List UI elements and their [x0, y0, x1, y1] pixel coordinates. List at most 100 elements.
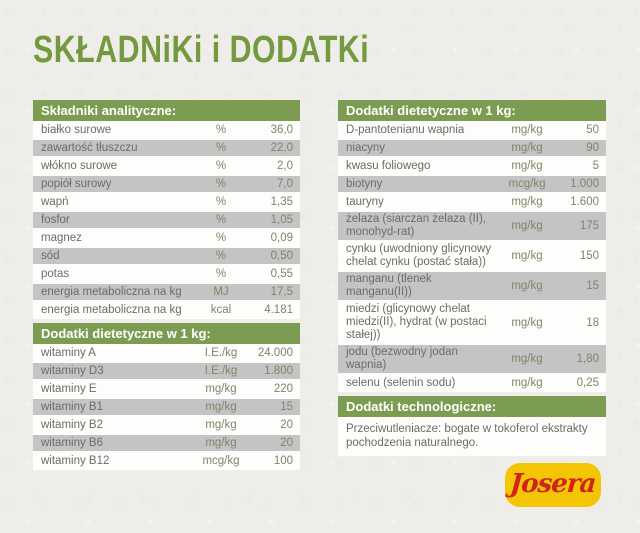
table-row: potas% 0,55: [33, 265, 300, 283]
row-value: 4.181: [264, 304, 293, 316]
row-unit: %: [215, 196, 227, 208]
row-label: sód: [41, 249, 60, 262]
row-unit: mg/kg: [511, 316, 543, 329]
row-unit: mcg/kg: [202, 455, 240, 467]
row-value: 175: [579, 220, 599, 232]
row-unit: mg/kg: [205, 437, 237, 449]
table-row: fosfor% 1,05: [33, 211, 300, 229]
row-value: 5: [592, 160, 599, 172]
row-label: witaminy B1: [41, 400, 103, 413]
analytical-ingredients-table: Składniki analityczne: białko surowe% 36,…: [33, 100, 300, 319]
row-label: energia metaboliczna na kg: [41, 285, 182, 298]
row-label: cynku (uwodniony glicynowy chelat cynku …: [346, 243, 492, 268]
row-value: 150: [579, 250, 599, 262]
row-unit: mg/kg: [511, 280, 543, 292]
row-label: selenu (selenin sodu): [346, 376, 456, 389]
row-unit: %: [215, 124, 227, 136]
row-label: kwasu foliowego: [346, 159, 431, 172]
table-row: energia metaboliczna na kg MJ 17,5: [33, 283, 300, 301]
dietary-additives-right-header: Dodatki dietetyczne w 1 kg:: [338, 100, 606, 121]
row-value: 18: [586, 316, 599, 329]
row-value: 1,35: [270, 196, 293, 208]
row-unit: mg/kg: [511, 124, 543, 136]
row-value: 36,0: [270, 124, 293, 136]
row-unit: mg/kg: [511, 220, 543, 232]
row-unit: MJ: [213, 286, 229, 298]
row-unit: mg/kg: [511, 377, 543, 389]
row-unit: I.E./kg: [204, 347, 238, 359]
right-column: Dodatki dietetyczne w 1 kg: D-pantotenia…: [338, 100, 606, 456]
dietary-additives-left-rows: witaminy A I.E./kg 24.000 witaminy D3 I.E./k…: [33, 344, 300, 470]
row-value: 2,0: [277, 160, 293, 172]
row-unit: %: [215, 160, 227, 172]
row-label: witaminy E: [41, 382, 97, 395]
row-value: 0,55: [270, 268, 293, 280]
table-row: zawartość tłuszczu% 22,0: [33, 139, 300, 157]
row-value: 17,5: [270, 286, 293, 298]
row-value: 22,0: [270, 142, 293, 154]
table-row: witaminy B2 mg/kg 20: [33, 416, 300, 434]
row-unit: %: [215, 142, 227, 154]
row-label: witaminy B2: [41, 418, 103, 431]
row-label: biotyny: [346, 177, 383, 190]
row-unit: I.E./kg: [204, 365, 238, 377]
technological-additives-section: Dodatki technologiczne: Przeciwutleniacz…: [338, 396, 606, 456]
row-unit: mg/kg: [511, 250, 543, 262]
dietary-additives-right-table: Dodatki dietetyczne w 1 kg: D-pantotenia…: [338, 100, 606, 392]
table-row: witaminy A I.E./kg 24.000: [33, 344, 300, 362]
table-row: jodu (bezwodny jodan wapnia) mg/kg 1,80: [338, 344, 606, 374]
row-unit: mg/kg: [511, 142, 543, 154]
row-value: 15: [586, 280, 599, 292]
table-row: witaminy B1 mg/kg 15: [33, 398, 300, 416]
josera-logo-text: Josera: [509, 468, 597, 499]
row-label: witaminy D3: [41, 364, 104, 377]
row-label: D-pantotenianu wapnia: [346, 123, 465, 136]
table-row: tauryny mg/kg 1.600: [338, 193, 606, 211]
dietary-additives-left-header: Dodatki dietetyczne w 1 kg:: [33, 323, 300, 344]
row-value: 15: [280, 401, 293, 413]
row-label: manganu (tlenek manganu(II)): [346, 273, 432, 298]
row-label: tauryny: [346, 195, 384, 208]
table-row: witaminy B6 mg/kg 20: [33, 434, 300, 452]
row-value: 90: [586, 142, 599, 154]
row-unit: mg/kg: [205, 419, 237, 431]
row-value: 1,80: [576, 353, 599, 365]
row-value: 7,0: [277, 178, 293, 190]
table-row: cynku (uwodniony glicynowy chelat cynku …: [338, 241, 606, 271]
josera-logo: Josera: [505, 463, 601, 507]
row-value: 100: [273, 455, 293, 467]
page-title: SKŁADNiKi i DODATKi: [33, 28, 370, 71]
row-label: miedzi (glicynowy chelat miedzi(II), hyd…: [346, 303, 487, 341]
table-row: magnez% 0,09: [33, 229, 300, 247]
row-value: 50: [586, 124, 599, 136]
table-row: witaminy D3 I.E./kg 1.800: [33, 362, 300, 380]
row-label: potas: [41, 267, 70, 280]
row-label: magnez: [41, 231, 82, 244]
row-label: zawartość tłuszczu: [41, 141, 138, 154]
table-row: wapń% 1,35: [33, 193, 300, 211]
technological-additives-header: Dodatki technologiczne:: [338, 396, 606, 417]
table-row: energia metaboliczna na kg kcal 4.181: [33, 301, 300, 319]
row-label: fosfor: [41, 213, 70, 226]
row-label: żelaza (siarczan żelaza (II), monohyd-ra…: [346, 213, 486, 238]
table-row: D-pantotenianu wapnia mg/kg 50: [338, 121, 606, 139]
row-unit: mg/kg: [511, 353, 543, 365]
left-column: Składniki analityczne: białko surowe% 36,…: [33, 100, 300, 470]
row-unit: %: [215, 214, 227, 226]
row-unit: mg/kg: [205, 401, 237, 413]
table-row: niacyny mg/kg 90: [338, 139, 606, 157]
analytical-ingredients-header: Składniki analityczne:: [33, 100, 300, 121]
table-row: miedzi (glicynowy chelat miedzi(II), hyd…: [338, 301, 606, 344]
row-value: 24.000: [257, 347, 293, 359]
table-row: manganu (tlenek manganu(II)) mg/kg 15: [338, 271, 606, 301]
row-label: włókno surowe: [41, 159, 118, 172]
dietary-additives-right-rows: D-pantotenianu wapnia mg/kg 50 niacyny mg/kg…: [338, 121, 606, 392]
row-value: 1,05: [270, 214, 293, 226]
table-row: popiół surowy% 7,0: [33, 175, 300, 193]
analytical-ingredients-rows: białko surowe% 36,0 zawartość tłuszczu% 22,…: [33, 121, 300, 319]
technological-additives-text: Przeciwutleniacze: bogate w tokoferol ek…: [338, 417, 606, 456]
dietary-additives-left-table: Dodatki dietetyczne w 1 kg: witaminy A I.…: [33, 323, 300, 470]
table-row: witaminy B12 mcg/kg 100: [33, 452, 300, 470]
row-value: 0,25: [576, 377, 599, 389]
